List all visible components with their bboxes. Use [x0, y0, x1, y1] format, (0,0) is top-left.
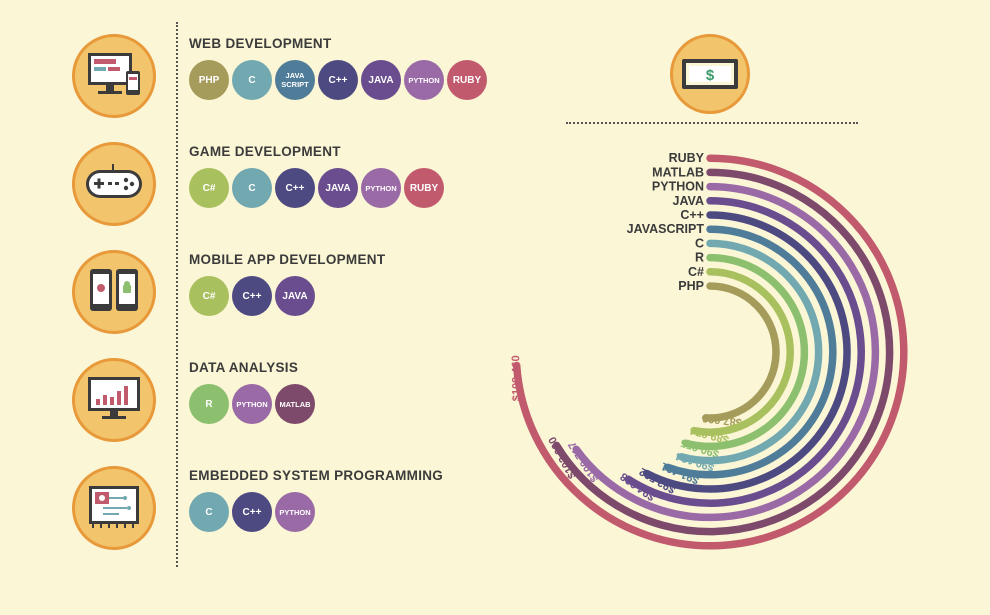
language-bubble: PYTHON	[404, 60, 444, 100]
language-bubble: R	[189, 384, 229, 424]
language-bubbles: C C++ PYTHON	[189, 492, 315, 532]
salary-arc	[642, 211, 851, 493]
language-bubble: C	[232, 168, 272, 208]
language-bubble: C	[189, 492, 229, 532]
salary-category-label: JAVA	[673, 194, 705, 208]
language-bubble: RUBY	[447, 60, 487, 100]
salary-arc	[664, 225, 837, 479]
salary-arc	[624, 197, 865, 507]
salary-category-label: JAVASCRIPT	[627, 222, 705, 236]
language-bubble: C++	[275, 168, 315, 208]
salary-arc	[572, 182, 880, 522]
category-title: MOBILE APP DEVELOPMENT	[189, 252, 386, 267]
category-icon-circle	[72, 358, 156, 442]
language-bubble: RUBY	[404, 168, 444, 208]
horizontal-divider	[566, 122, 858, 124]
category-row: GAME DEVELOPMENT C# C C++ JAVA PYTHON RUBY	[72, 142, 512, 232]
mobile-phones-icon	[84, 265, 144, 320]
category-title: GAME DEVELOPMENT	[189, 144, 341, 159]
category-title: WEB DEVELOPMENT	[189, 36, 332, 51]
salary-arc	[702, 282, 780, 422]
language-bubble: PYTHON	[232, 384, 272, 424]
salary-icon-circle: $	[670, 34, 750, 114]
category-icon-circle	[72, 34, 156, 118]
language-bubble: JAVA	[275, 276, 315, 316]
gamepad-icon	[83, 162, 145, 207]
category-row: MOBILE APP DEVELOPMENT C# C++ JAVA	[72, 250, 512, 340]
language-bubbles: PHP C JAVA SCRIPT C++ JAVA PYTHON RUBY	[189, 60, 487, 100]
salary-category-label: C#	[688, 265, 704, 279]
language-bubbles: C# C C++ JAVA PYTHON RUBY	[189, 168, 444, 208]
language-bubble: PHP	[189, 60, 229, 100]
salary-category-label: MATLAB	[652, 165, 704, 179]
salary-category-label: C++	[680, 208, 704, 222]
category-icon-circle	[72, 250, 156, 334]
category-row: DATA ANALYSIS R PYTHON MATLAB	[72, 358, 512, 448]
salary-arc	[682, 253, 809, 451]
language-bubble: C++	[232, 276, 272, 316]
salary-value-label: $109,460	[510, 355, 523, 401]
salary-category-label: RUBY	[669, 151, 705, 165]
salary-category-label: R	[695, 251, 704, 265]
salary-category-label: PYTHON	[652, 180, 704, 194]
language-bubble: C	[232, 60, 272, 100]
salary-arc	[512, 154, 908, 550]
language-bubble: PYTHON	[361, 168, 401, 208]
language-bubble: PYTHON	[275, 492, 315, 532]
category-title: EMBEDDED SYSTEM PROGRAMMING	[189, 468, 444, 483]
salary-value-label: $87,000	[702, 412, 743, 429]
bar-chart-monitor-icon	[84, 373, 144, 428]
language-bubbles: R PYTHON MATLAB	[189, 384, 315, 424]
language-bubble: JAVA	[361, 60, 401, 100]
language-bubble: JAVA SCRIPT	[275, 60, 315, 100]
category-icon-circle	[72, 142, 156, 226]
salary-category-label: C	[695, 236, 704, 250]
salary-arc	[552, 168, 894, 536]
language-bubble: C++	[232, 492, 272, 532]
language-bubble: JAVA	[318, 168, 358, 208]
category-title: DATA ANALYSIS	[189, 360, 299, 375]
salary-arc	[690, 268, 794, 436]
language-bubbles: C# C++ JAVA	[189, 276, 315, 316]
category-icon-circle	[72, 466, 156, 550]
language-bubble: MATLAB	[275, 384, 315, 424]
language-bubble: C#	[189, 276, 229, 316]
dollar-bill-icon: $	[682, 59, 738, 89]
svg-text:$: $	[706, 67, 715, 84]
category-row: WEB DEVELOPMENT PHP C JAVA SCRIPT C++ JAVA PYTH…	[72, 34, 512, 124]
language-bubble: C#	[189, 168, 229, 208]
language-bubble: C++	[318, 60, 358, 100]
circuit-board-icon	[83, 482, 145, 535]
salary-category-label: PHP	[678, 279, 704, 293]
monitor-web-icon	[84, 49, 144, 104]
category-row: EMBEDDED SYSTEM PROGRAMMING C C++ PYTHON	[72, 466, 512, 556]
vertical-divider	[176, 22, 178, 567]
salary-arc	[677, 239, 823, 465]
